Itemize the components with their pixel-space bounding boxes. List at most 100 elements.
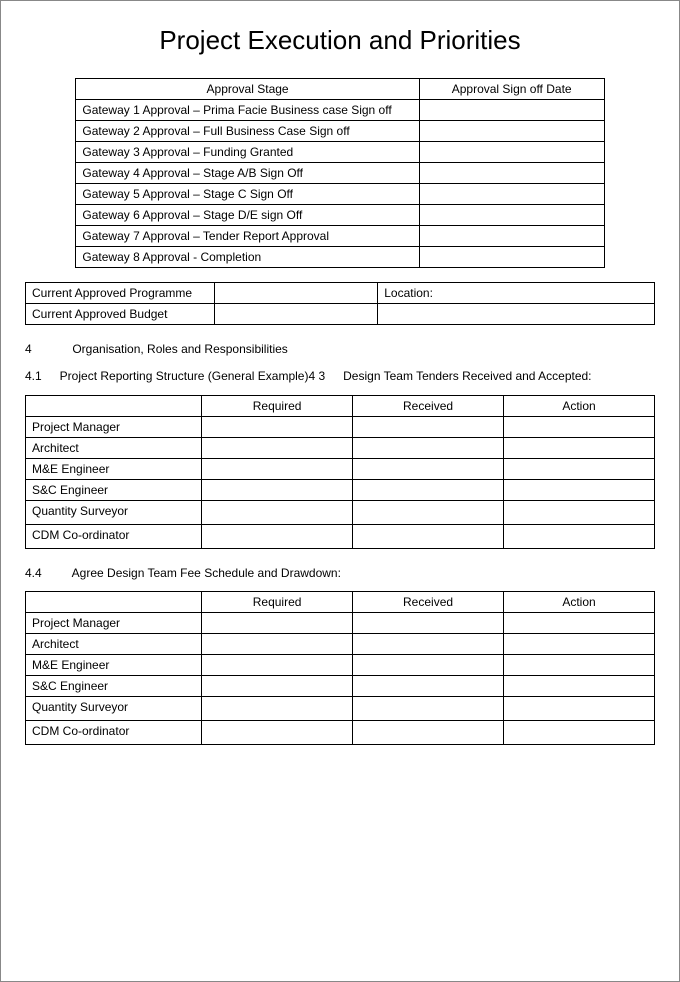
received-header: Received xyxy=(353,395,504,416)
info-table: Current Approved Programme Location: Cur… xyxy=(25,282,655,325)
table-row: Current Approved Programme Location: xyxy=(26,283,655,304)
current-programme-value xyxy=(214,283,378,304)
section-title: Agree Design Team Fee Schedule and Drawd… xyxy=(72,566,341,580)
role-cell: Architect xyxy=(26,634,202,655)
role-cell: Project Manager xyxy=(26,613,202,634)
approval-stage-cell: Gateway 4 Approval – Stage A/B Sign Off xyxy=(76,163,419,184)
approval-stage-header: Approval Stage xyxy=(76,79,419,100)
fee-schedule-table: Required Received Action Project Manager… xyxy=(25,591,655,745)
table-row: S&C Engineer xyxy=(26,479,655,500)
role-cell: M&E Engineer xyxy=(26,655,202,676)
required-cell xyxy=(202,613,353,634)
table-row: CDM Co-ordinator xyxy=(26,524,655,548)
required-cell xyxy=(202,479,353,500)
approval-stage-cell: Gateway 1 Approval – Prima Facie Busines… xyxy=(76,100,419,121)
approval-table: Approval Stage Approval Sign off Date Ga… xyxy=(75,78,604,268)
action-cell xyxy=(504,524,655,548)
table-row: CDM Co-ordinator xyxy=(26,721,655,745)
approval-date-cell xyxy=(419,163,604,184)
table-header-row: Required Received Action xyxy=(26,395,655,416)
table-row: Gateway 1 Approval – Prima Facie Busines… xyxy=(76,100,604,121)
approval-date-cell xyxy=(419,184,604,205)
approval-date-cell xyxy=(419,226,604,247)
received-cell xyxy=(353,676,504,697)
current-programme-label: Current Approved Programme xyxy=(26,283,215,304)
role-cell: S&C Engineer xyxy=(26,479,202,500)
table-row: Gateway 3 Approval – Funding Granted xyxy=(76,142,604,163)
role-cell: Project Manager xyxy=(26,416,202,437)
received-cell xyxy=(353,479,504,500)
table-row: Gateway 4 Approval – Stage A/B Sign Off xyxy=(76,163,604,184)
approval-stage-cell: Gateway 7 Approval – Tender Report Appro… xyxy=(76,226,419,247)
action-cell xyxy=(504,416,655,437)
role-cell: CDM Co-ordinator xyxy=(26,721,202,745)
current-budget-label: Current Approved Budget xyxy=(26,304,215,325)
table-row: Architect xyxy=(26,437,655,458)
action-cell xyxy=(504,437,655,458)
action-cell xyxy=(504,613,655,634)
received-cell xyxy=(353,416,504,437)
received-cell xyxy=(353,458,504,479)
approval-stage-cell: Gateway 6 Approval – Stage D/E sign Off xyxy=(76,205,419,226)
current-budget-value xyxy=(214,304,378,325)
action-cell xyxy=(504,697,655,721)
approval-stage-cell: Gateway 5 Approval – Stage C Sign Off xyxy=(76,184,419,205)
action-cell xyxy=(504,676,655,697)
table-row: Architect xyxy=(26,634,655,655)
required-cell xyxy=(202,721,353,745)
blank-header xyxy=(26,395,202,416)
role-cell: CDM Co-ordinator xyxy=(26,524,202,548)
design-team-tenders-table: Required Received Action Project Manager… xyxy=(25,395,655,549)
table-row: Gateway 7 Approval – Tender Report Appro… xyxy=(76,226,604,247)
received-cell xyxy=(353,721,504,745)
approval-date-cell xyxy=(419,142,604,163)
table-row: Gateway 5 Approval – Stage C Sign Off xyxy=(76,184,604,205)
required-cell xyxy=(202,676,353,697)
page-title: Project Execution and Priorities xyxy=(25,25,655,56)
approval-stage-cell: Gateway 3 Approval – Funding Granted xyxy=(76,142,419,163)
approval-date-header: Approval Sign off Date xyxy=(419,79,604,100)
section-4-4-heading: 4.4 Agree Design Team Fee Schedule and D… xyxy=(25,565,655,582)
table-row: Quantity Surveyor xyxy=(26,500,655,524)
required-header: Required xyxy=(202,592,353,613)
approval-date-cell xyxy=(419,205,604,226)
table-row: S&C Engineer xyxy=(26,676,655,697)
received-cell xyxy=(353,524,504,548)
required-cell xyxy=(202,524,353,548)
approval-stage-cell: Gateway 2 Approval – Full Business Case … xyxy=(76,121,419,142)
role-cell: Quantity Surveyor xyxy=(26,697,202,721)
table-row: Gateway 6 Approval – Stage D/E sign Off xyxy=(76,205,604,226)
section-4-1-heading: 4.1 Project Reporting Structure (General… xyxy=(25,368,655,385)
action-header: Action xyxy=(504,395,655,416)
received-cell xyxy=(353,655,504,676)
required-header: Required xyxy=(202,395,353,416)
required-cell xyxy=(202,634,353,655)
received-cell xyxy=(353,634,504,655)
table-header-row: Approval Stage Approval Sign off Date xyxy=(76,79,604,100)
required-cell xyxy=(202,697,353,721)
table-row: M&E Engineer xyxy=(26,655,655,676)
section-4-heading: 4 Organisation, Roles and Responsibiliti… xyxy=(25,341,655,358)
table-row: M&E Engineer xyxy=(26,458,655,479)
location-label: Location: xyxy=(378,283,655,304)
received-cell xyxy=(353,613,504,634)
table-row: Project Manager xyxy=(26,613,655,634)
required-cell xyxy=(202,458,353,479)
document-page: Project Execution and Priorities Approva… xyxy=(0,0,680,982)
approval-date-cell xyxy=(419,100,604,121)
section-title: Organisation, Roles and Responsibilities xyxy=(72,342,287,356)
role-cell: M&E Engineer xyxy=(26,458,202,479)
table-row: Project Manager xyxy=(26,416,655,437)
location-value xyxy=(378,304,655,325)
role-cell: Quantity Surveyor xyxy=(26,500,202,524)
action-cell xyxy=(504,655,655,676)
approval-stage-cell: Gateway 8 Approval - Completion xyxy=(76,247,419,268)
role-cell: Architect xyxy=(26,437,202,458)
blank-header xyxy=(26,592,202,613)
required-cell xyxy=(202,437,353,458)
role-cell: S&C Engineer xyxy=(26,676,202,697)
section-number: 4.4 xyxy=(25,565,69,582)
action-header: Action xyxy=(504,592,655,613)
table-row: Quantity Surveyor xyxy=(26,697,655,721)
action-cell xyxy=(504,500,655,524)
